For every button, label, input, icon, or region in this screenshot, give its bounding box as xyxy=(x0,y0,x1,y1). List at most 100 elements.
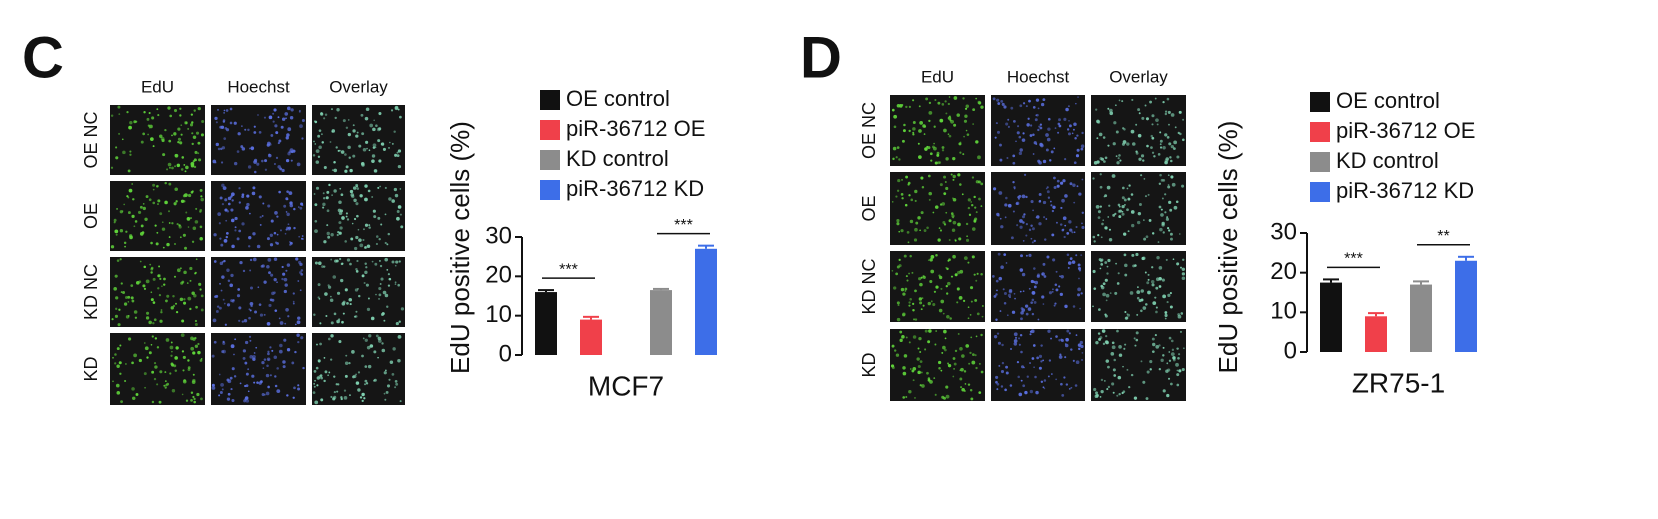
cell-dot xyxy=(331,194,333,196)
cell-dot xyxy=(219,125,223,129)
cell-dot xyxy=(1037,318,1040,321)
cell-dot xyxy=(915,221,919,225)
cell-dot xyxy=(143,342,146,344)
cell-dot xyxy=(965,129,968,132)
cell-dot xyxy=(248,308,251,311)
cell-dot xyxy=(192,226,197,231)
cell-dot xyxy=(1060,206,1063,210)
cell-dot xyxy=(134,316,138,319)
cell-dot xyxy=(930,269,935,274)
cell-dot xyxy=(1092,269,1096,274)
cell-dot xyxy=(962,299,966,302)
cell-dot xyxy=(1118,345,1122,349)
cell-dot xyxy=(355,235,359,240)
cell-dot xyxy=(138,358,142,363)
cell-dot xyxy=(313,313,316,316)
cell-dot xyxy=(123,203,125,206)
cell-dot xyxy=(190,190,194,194)
cell-dot xyxy=(281,265,284,269)
cell-dot xyxy=(1127,313,1131,317)
cell-dot xyxy=(217,212,222,216)
cell-dot xyxy=(300,202,304,206)
cell-dot xyxy=(1093,287,1097,291)
cell-dot xyxy=(1030,279,1034,284)
cell-dot xyxy=(938,360,942,365)
cell-dot xyxy=(317,283,321,287)
cell-dot xyxy=(905,105,908,109)
cell-dot xyxy=(159,134,163,138)
cell-dot xyxy=(130,296,134,300)
cell-dot xyxy=(267,258,272,262)
cell-dot xyxy=(227,392,231,396)
cell-dot xyxy=(1073,161,1077,165)
cell-dot xyxy=(276,242,279,245)
cell-dot xyxy=(1102,136,1106,139)
cell-dot xyxy=(258,130,262,134)
cell-dot xyxy=(976,272,979,275)
cell-dot xyxy=(945,157,949,161)
cell-dot xyxy=(394,264,397,267)
cell-dot xyxy=(321,133,323,136)
legend-swatch xyxy=(540,90,560,110)
cell-dot xyxy=(1040,360,1043,363)
cell-dot xyxy=(948,219,952,223)
cell-dot xyxy=(945,394,950,399)
cell-dot xyxy=(365,283,369,287)
cell-dot xyxy=(295,257,299,261)
cell-dot xyxy=(143,111,146,114)
cell-dot xyxy=(1170,113,1175,117)
cell-dot xyxy=(163,283,166,286)
cell-dot xyxy=(187,226,190,228)
cell-dot xyxy=(321,265,324,268)
bar xyxy=(535,292,557,355)
cell-dot xyxy=(301,235,304,237)
cell-dot xyxy=(170,306,174,310)
cell-dot xyxy=(279,229,282,232)
cell-dot xyxy=(1046,186,1049,189)
cell-dot xyxy=(222,340,225,343)
cell-dot xyxy=(124,363,127,365)
cell-dot xyxy=(169,114,173,118)
cell-dot xyxy=(1097,216,1101,220)
cell-dot xyxy=(1000,225,1004,229)
cell-dot xyxy=(993,334,998,339)
cell-dot xyxy=(1056,184,1060,188)
cell-dot xyxy=(1111,345,1116,350)
cell-dot xyxy=(289,116,294,120)
cell-dot xyxy=(906,230,910,234)
cell-dot xyxy=(276,281,278,284)
cell-dot xyxy=(1176,155,1180,159)
cell-dot xyxy=(1107,107,1110,110)
cell-dot xyxy=(227,196,232,201)
cell-dot xyxy=(300,336,304,340)
cell-dot xyxy=(1050,337,1052,340)
cell-dot xyxy=(322,197,326,200)
cell-dot xyxy=(200,195,203,198)
cell-dot xyxy=(971,360,976,365)
cell-dot xyxy=(1049,200,1052,203)
cell-dot xyxy=(227,279,231,283)
cell-dot xyxy=(1182,118,1185,121)
cell-dot xyxy=(905,336,908,339)
cell-dot xyxy=(928,198,931,201)
cell-dot xyxy=(153,362,157,365)
cell-dot xyxy=(377,139,381,143)
cell-dot xyxy=(174,356,178,360)
cell-dot xyxy=(158,294,162,297)
cell-dot xyxy=(338,200,342,205)
cell-dot xyxy=(323,379,326,383)
cell-dot xyxy=(172,294,175,298)
cell-dot xyxy=(1158,266,1163,270)
cell-dot xyxy=(262,367,265,369)
cell-dot xyxy=(1130,373,1134,377)
cell-dot xyxy=(152,201,156,205)
cell-dot xyxy=(1005,365,1009,369)
micrograph xyxy=(890,329,985,401)
cell-dot xyxy=(1059,353,1062,356)
cell-dot xyxy=(969,351,972,355)
cell-dot xyxy=(1015,140,1017,143)
cell-dot xyxy=(1143,237,1147,241)
cell-dot xyxy=(1059,275,1061,277)
cell-dot xyxy=(187,127,190,130)
cell-dot xyxy=(1031,291,1036,295)
